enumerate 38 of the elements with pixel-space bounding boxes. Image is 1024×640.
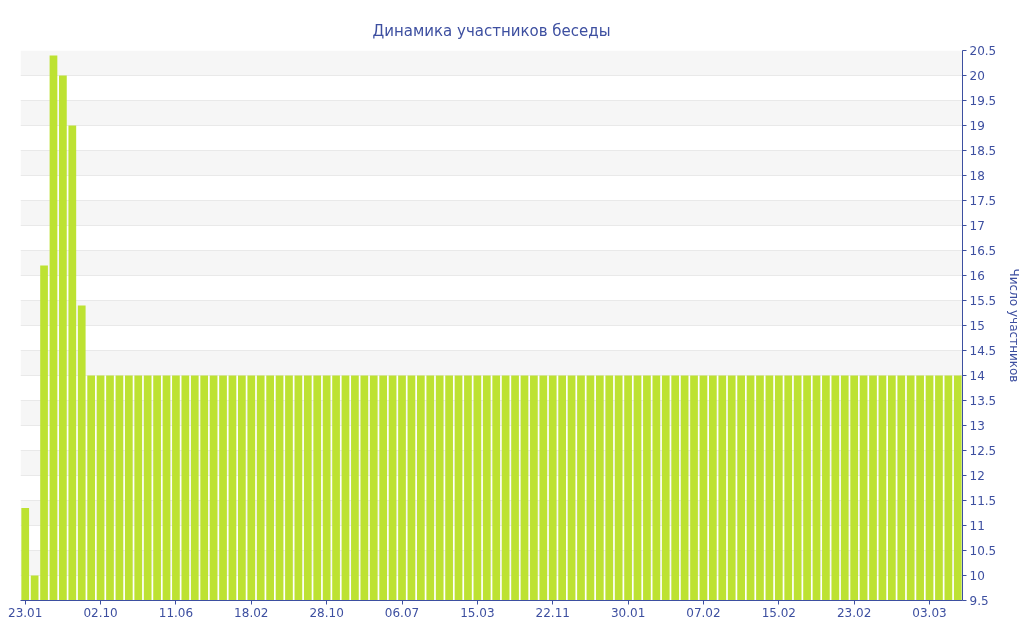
- x-tick-label: 02.10: [83, 605, 118, 620]
- y-tick-label: 18: [969, 169, 985, 183]
- chart-title: Динамика участников беседы: [372, 21, 611, 40]
- y-tick-label: 9.5: [969, 594, 989, 608]
- y-tick-label: 13.5: [969, 394, 997, 408]
- x-tick-label: 06.07: [384, 605, 420, 620]
- y-tick-label: 13: [969, 419, 985, 433]
- y-tick-label: 10: [969, 569, 985, 583]
- y-tick-label: 16: [969, 269, 985, 283]
- y-tick-label: 16.5: [969, 244, 997, 258]
- x-tick-label: 15.02: [761, 605, 796, 620]
- y-tick-label: 19.5: [969, 94, 997, 108]
- x-tick-label: 22.11: [535, 605, 570, 620]
- y-tick-label: 17: [969, 219, 985, 233]
- x-tick-label: 18.02: [234, 605, 269, 620]
- y-tick-label: 18.5: [969, 144, 997, 158]
- y-tick-label: 17.5: [969, 194, 997, 208]
- x-tick-label: 15.03: [460, 605, 495, 620]
- y-tick-label: 19: [969, 119, 985, 133]
- x-tick-label: 07.02: [686, 605, 721, 620]
- y-tick-label: 20.5: [969, 44, 997, 58]
- y-tick-label: 12: [969, 469, 985, 483]
- y-tick-label: 11.5: [969, 494, 997, 508]
- x-tick-label: 11.06: [158, 605, 194, 620]
- y-tick-label: 14.5: [969, 344, 997, 358]
- y-tick-label: 11: [969, 519, 985, 533]
- x-tick-label: 28.10: [309, 605, 344, 620]
- y-tick-label: 15: [969, 319, 985, 333]
- y-tick-label: 10.5: [969, 544, 997, 558]
- x-tick-label: 03.03: [912, 605, 947, 620]
- y-tick-label: 14: [969, 369, 985, 383]
- y-tick-label: 12.5: [969, 444, 997, 458]
- x-tick-label: 30.01: [610, 605, 646, 620]
- y-tick-label: 15.5: [969, 294, 997, 308]
- y-tick-label: 20: [969, 69, 985, 83]
- y-axis-title: Число участников: [1007, 268, 1022, 383]
- x-tick-label: 23.01: [8, 605, 43, 620]
- x-tick-label: 23.02: [836, 605, 872, 620]
